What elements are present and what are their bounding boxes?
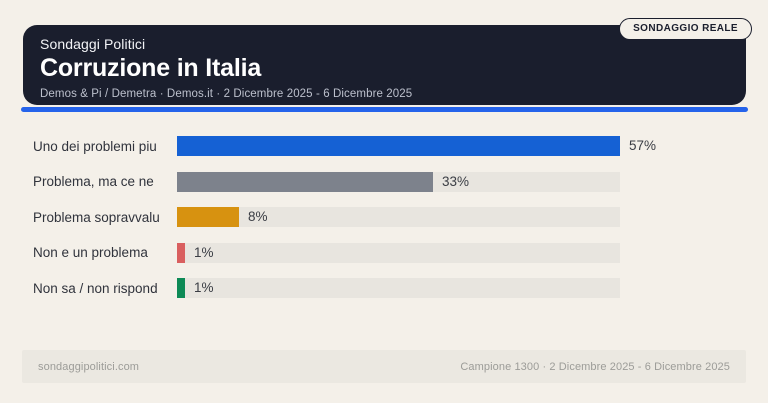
bar-track: 57% (177, 136, 656, 156)
bar-value-label: 33% (442, 173, 470, 189)
bar-label: Non sa / non rispond (33, 280, 158, 296)
bar-row: Uno dei problemi piu 57% (33, 136, 735, 156)
bar-fill (177, 207, 239, 227)
footer-bar: sondaggipolitici.com Campione 1300 · 2 D… (22, 350, 746, 383)
page-title: Corruzione in Italia (40, 54, 262, 82)
bar-chart: Uno dei problemi piu 57% Problema, ma ce n… (33, 136, 735, 298)
bar-row: Non e un problema 1% (33, 242, 735, 263)
bar-track: 33% (177, 171, 620, 192)
bar-row: Problema sopravvalu 8% (33, 207, 735, 227)
bar-value-label: 1% (194, 280, 214, 295)
accent-underline (21, 107, 748, 112)
bar-label: Uno dei problemi piu (33, 138, 157, 154)
bar-label: Non e un problema (33, 245, 148, 260)
brand-kicker: Sondaggi Politici (40, 36, 146, 52)
bar-fill (177, 278, 185, 298)
bar-fill (177, 171, 433, 192)
bar-label: Problema sopravvalu (33, 209, 160, 225)
bar-label: Problema, ma ce ne (33, 174, 154, 189)
bar-track: 1% (177, 242, 620, 263)
bar-track: 1% (177, 278, 620, 298)
bar-value-label: 8% (248, 209, 268, 224)
footer-sample-info: Campione 1300 · 2 Dicembre 2025 - 6 Dice… (460, 360, 730, 373)
bar-value-label: 57% (629, 138, 657, 153)
bar-row: Problema, ma ce ne 33% (33, 171, 735, 192)
bar-value-label: 1% (194, 244, 214, 260)
footer-site: sondaggipolitici.com (38, 360, 140, 373)
bar-fill (177, 242, 185, 263)
real-poll-badge: SONDAGGIO REALE (619, 18, 752, 40)
bar-fill (177, 136, 620, 156)
bar-row: Non sa / non rispond 1% (33, 278, 735, 298)
source-subtitle: Demos & Pi / Demetra · Demos.it · 2 Dice… (40, 88, 413, 100)
bar-track: 8% (177, 207, 620, 227)
